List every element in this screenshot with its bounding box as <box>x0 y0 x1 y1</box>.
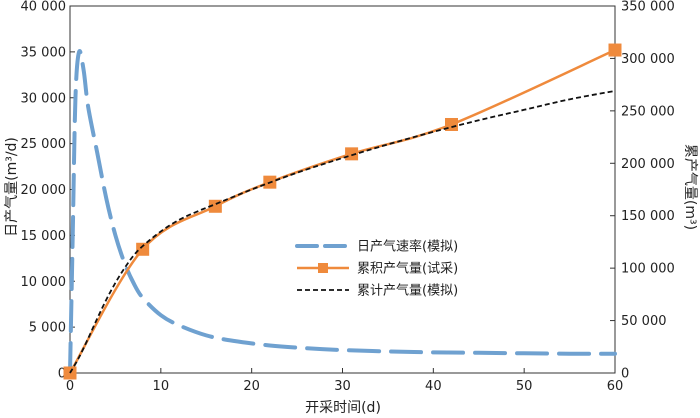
left-y-axis-ticks: 0 5 000 10 000 15 000 20 000 25 000 30 000 35 0… <box>21 0 75 382</box>
right-y-tick-label: 350 000 <box>621 0 675 15</box>
x-tick-label: 50 <box>516 379 533 394</box>
series-line-cumulative-sim <box>69 90 616 374</box>
right-y-axis-title: 累产气量(m³) <box>682 144 698 230</box>
x-axis-title: 开采时间(d) <box>305 400 381 416</box>
right-y-tick-label: 0 <box>621 367 629 382</box>
x-tick-label: 60 <box>607 379 624 394</box>
data-point-cumulative-test <box>608 43 622 57</box>
right-y-tick-label: 50 000 <box>621 314 667 329</box>
left-y-tick-label: 20 000 <box>21 183 67 198</box>
right-y-axis-ticks: 0 50 000 100 000 150 000 200 000 250 000 300 0… <box>610 0 675 382</box>
left-y-tick-label: 15 000 <box>21 229 67 244</box>
x-tick-label: 0 <box>66 379 74 394</box>
x-tick-label: 30 <box>334 379 351 394</box>
x-tick-label: 40 <box>425 379 442 394</box>
plot-border <box>69 5 616 374</box>
left-y-tick-label: 10 000 <box>21 275 67 290</box>
left-y-axis-title: 日产气量(m³/d) <box>4 137 20 237</box>
right-y-tick-label: 200 000 <box>621 157 675 172</box>
left-y-tick-label: 0 <box>58 367 66 382</box>
series-line-daily-rate-sim <box>68 48 617 375</box>
x-tick-label: 20 <box>243 379 260 394</box>
series-line-cumulative-test <box>68 48 616 374</box>
right-y-tick-label: 250 000 <box>621 104 675 119</box>
left-y-tick-label: 40 000 <box>21 0 67 15</box>
legend-marker-cumulative-test <box>318 263 328 273</box>
legend-label-cumulative-test: 累积产气量(试采) <box>357 261 458 277</box>
data-point-cumulative-test <box>345 147 359 161</box>
left-y-tick-label: 30 000 <box>21 91 67 106</box>
left-y-tick-label: 35 000 <box>21 45 67 60</box>
data-point-cumulative-test <box>136 242 150 256</box>
right-y-tick-label: 150 000 <box>621 209 675 224</box>
right-y-tick-label: 100 000 <box>621 262 675 277</box>
plot-frame <box>69 5 616 374</box>
legend: 日产气速率(模拟) 累积产气量(试采) 累计产气量(模拟) <box>295 239 458 299</box>
x-axis-ticks: 0 10 20 30 40 50 60 <box>66 368 623 394</box>
x-tick-label: 10 <box>153 379 170 394</box>
left-y-tick-label: 25 000 <box>21 137 67 152</box>
right-y-tick-label: 300 000 <box>621 52 675 67</box>
legend-label-cumulative-sim: 累计产气量(模拟) <box>357 283 458 299</box>
series-layer <box>63 43 622 380</box>
left-y-tick-label: 5 000 <box>29 321 66 336</box>
legend-label-daily-rate-sim: 日产气速率(模拟) <box>357 239 458 255</box>
